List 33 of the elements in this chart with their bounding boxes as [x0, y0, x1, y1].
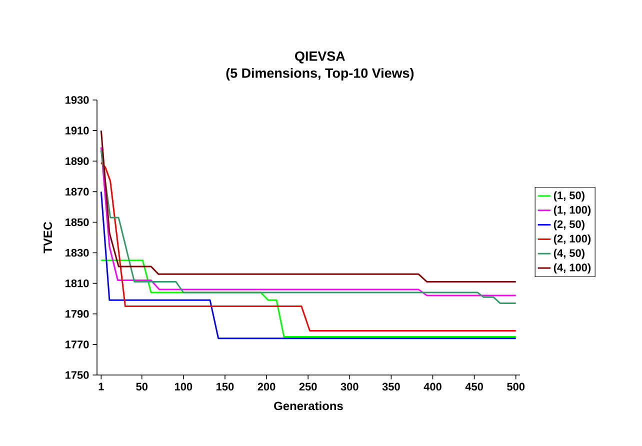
legend-label: (1, 50)	[554, 191, 584, 202]
x-axis-title: Generations	[274, 401, 343, 410]
x-tick-label: 150	[216, 382, 234, 391]
line-series	[100, 162, 517, 332]
legend-label: (2, 50)	[554, 220, 584, 230]
x-tick-label: 300	[340, 382, 358, 391]
x-tick-label: 400	[424, 382, 442, 391]
x-tick-label: 450	[465, 382, 483, 391]
x-tick-label: 500	[507, 382, 525, 391]
chart-title: QIEVSA	[295, 51, 345, 64]
x-tick-label: 250	[299, 382, 317, 391]
legend-label: (4, 50)	[554, 248, 584, 260]
chart-subtitle: (5 Dimensions, Top-10 Views)	[226, 68, 414, 81]
legend-label: (2, 100)	[554, 234, 591, 245]
y-tick-label: 1850	[66, 218, 89, 226]
y-tick-label: 1930	[66, 96, 89, 104]
x-tick-label: 50	[136, 382, 148, 391]
y-tick-label: 1910	[66, 126, 89, 134]
y-tick-label: 1810	[66, 279, 89, 288]
x-tick-label: 1	[98, 382, 104, 390]
x-tick-label: 200	[258, 382, 276, 391]
y-axis-title: TVEC	[44, 222, 52, 254]
legend-label: (1, 100)	[554, 206, 591, 216]
x-tick-label: 100	[174, 382, 192, 391]
y-tick-label: 1750	[66, 371, 89, 379]
y-tick-label: 1790	[66, 310, 89, 318]
y-tick-label: 1770	[66, 340, 89, 348]
y-tick-label: 1890	[66, 157, 89, 165]
x-tick-label: 350	[382, 382, 400, 391]
y-tick-label: 1830	[66, 248, 89, 257]
line-series	[100, 130, 517, 283]
y-tick-label: 1870	[66, 188, 89, 196]
legend-label: (4, 100)	[554, 263, 591, 274]
